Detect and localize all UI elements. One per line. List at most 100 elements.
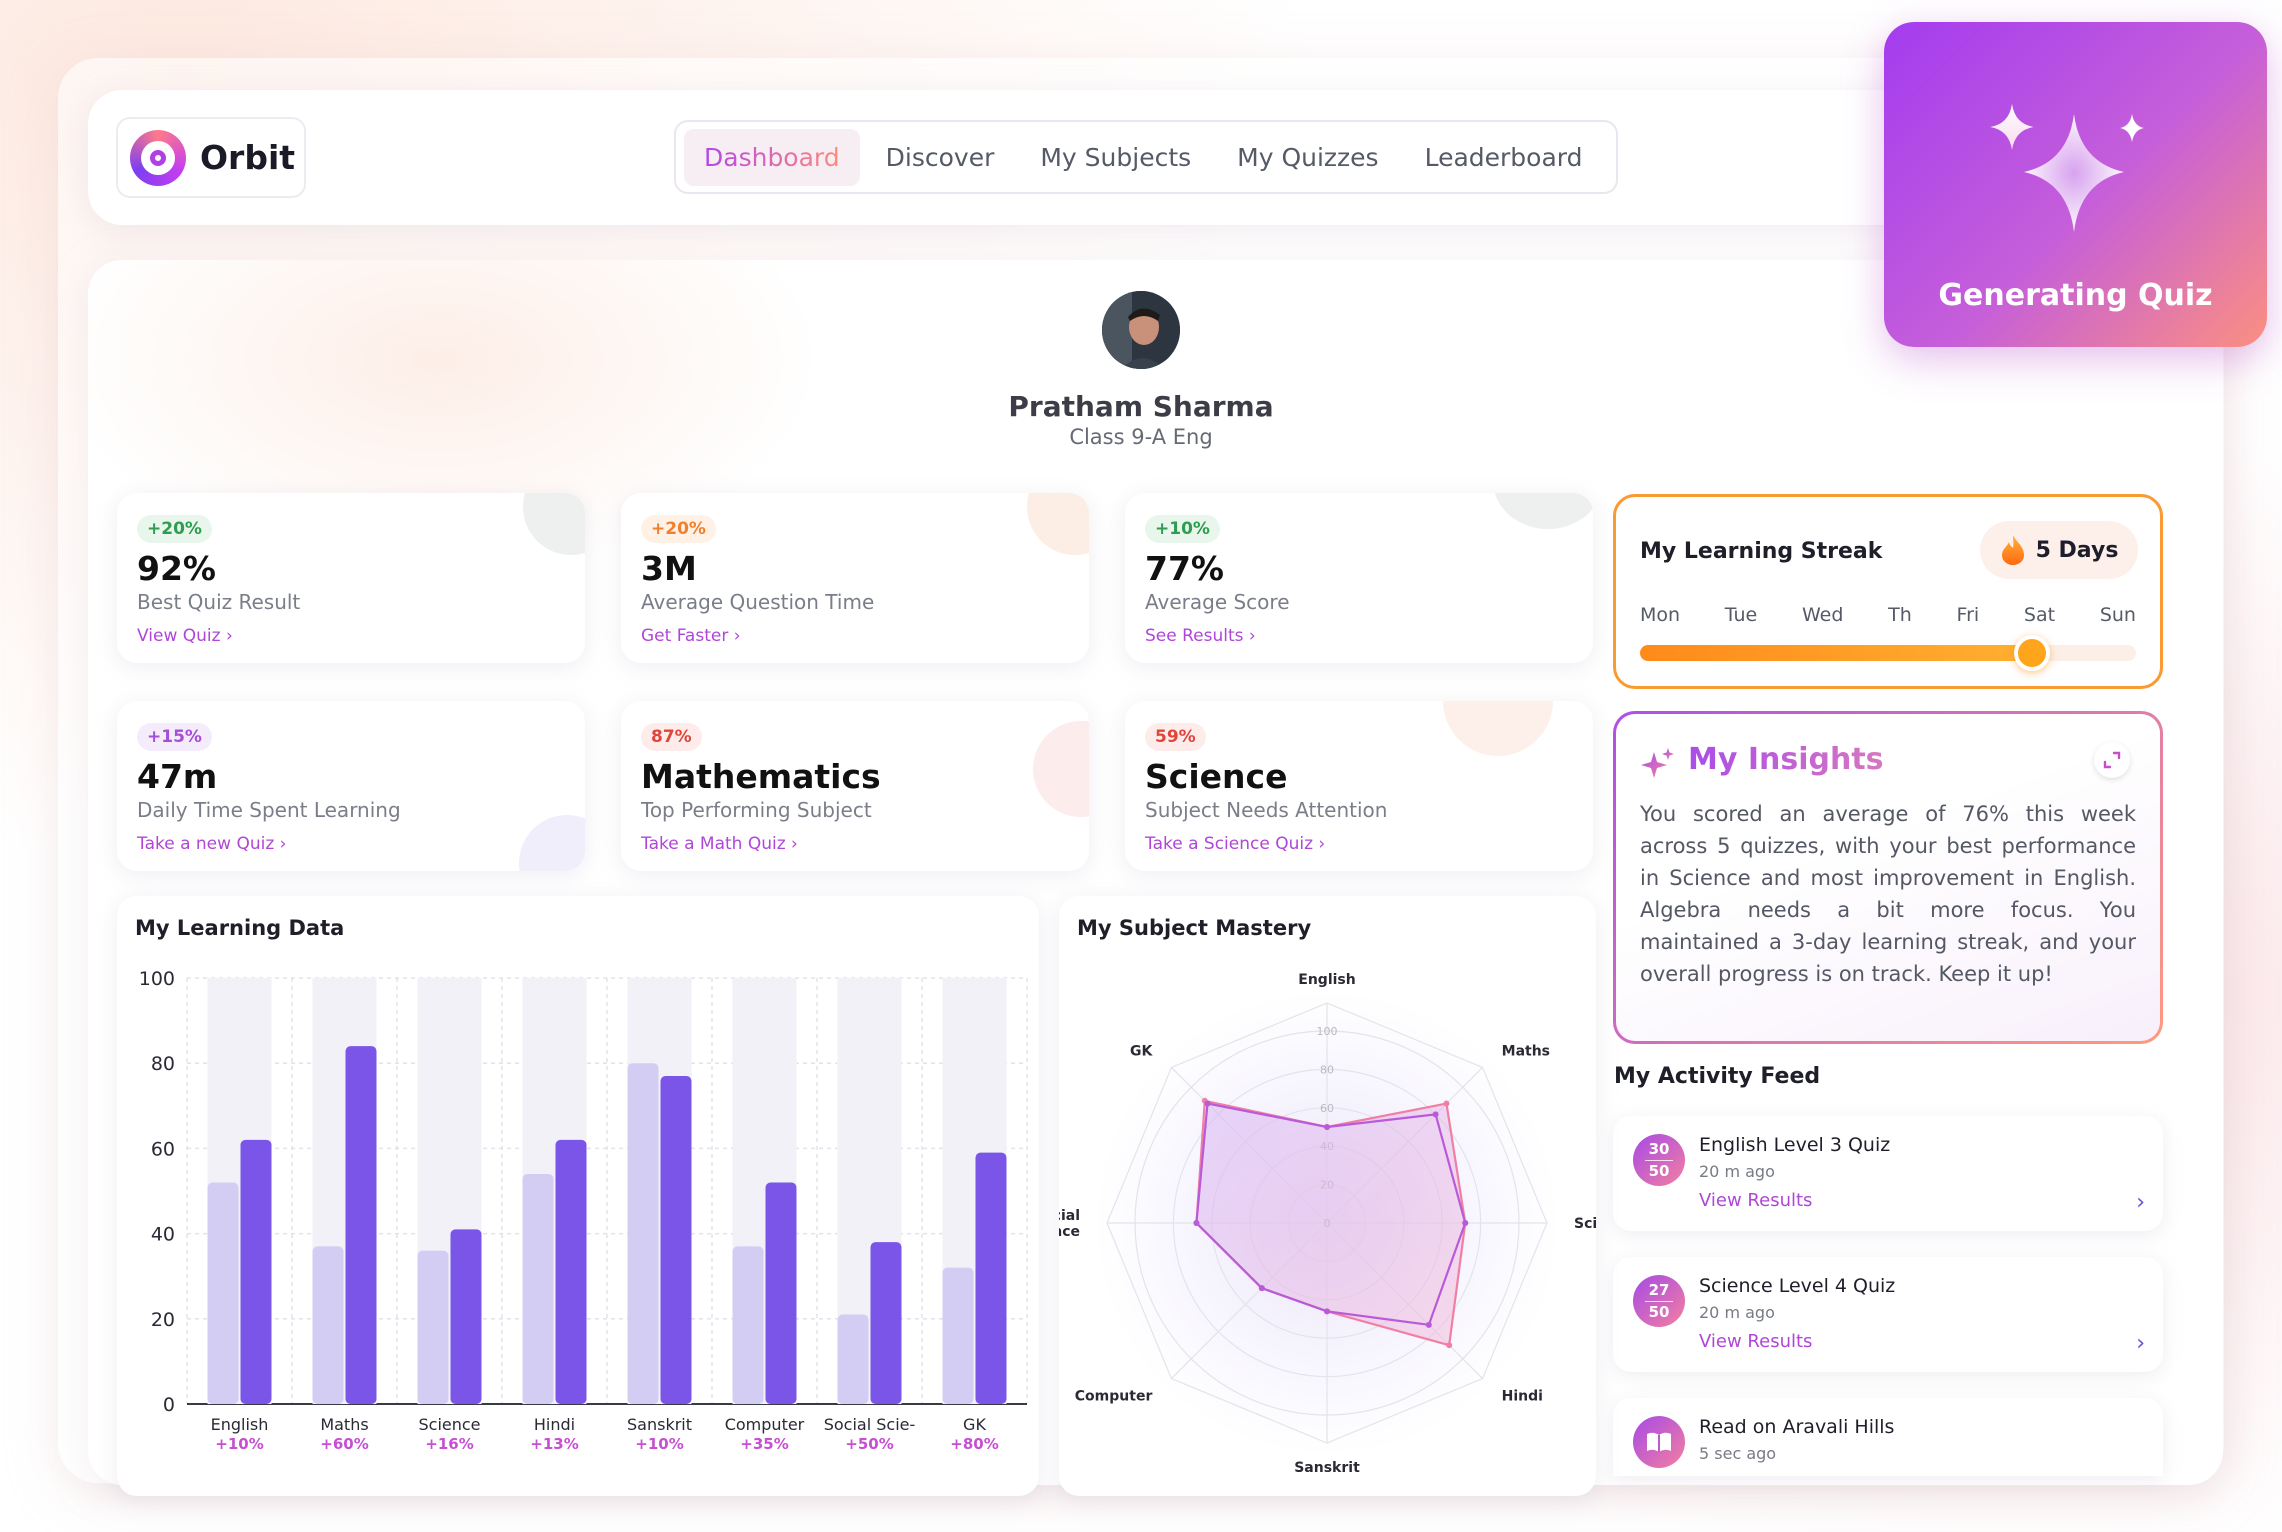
y-tick-label: 100 [139, 968, 175, 990]
take-new-quiz-link[interactable]: Take a new Quiz [137, 834, 565, 854]
streak-slider-handle[interactable] [2013, 635, 2050, 671]
streak-days-badge: 5 Days [1980, 521, 2138, 579]
x-tick-label: English [211, 1415, 269, 1434]
bar[interactable] [240, 1139, 272, 1404]
bar[interactable] [975, 1152, 1007, 1404]
stat-card-daily-time: +15% 47m Daily Time Spent Learning Take … [117, 701, 585, 871]
activity-title: Read on Aravali Hills [1699, 1416, 1895, 1438]
radar-point[interactable] [1443, 1100, 1450, 1107]
activity-item[interactable]: Read on Aravali Hills 5 sec ago [1613, 1398, 2163, 1476]
weekday-label: Mon [1640, 604, 1681, 626]
x-tick-label: Science [418, 1415, 480, 1434]
radar-tick-label: 80 [1320, 1063, 1334, 1076]
bar[interactable] [660, 1075, 692, 1404]
x-tick-label: GK [963, 1415, 986, 1434]
radar-point[interactable] [1193, 1220, 1200, 1226]
chevron-right-icon[interactable]: › [2136, 1190, 2145, 1215]
bar[interactable] [555, 1139, 587, 1404]
activity-time: 5 sec ago [1699, 1444, 1777, 1463]
stat-value: 77% [1145, 549, 1224, 588]
profile-name: Pratham Sharma [1008, 390, 1274, 423]
expand-button[interactable] [2094, 742, 2130, 778]
stat-value: 92% [137, 549, 216, 588]
weekday-label: Wed [1801, 604, 1844, 626]
bar[interactable] [450, 1229, 482, 1404]
y-tick-label: 60 [151, 1138, 175, 1160]
activity-title: Science Level 4 Quiz [1699, 1275, 1896, 1297]
learning-data-panel: My Learning Data 0 20 40 60 80 100 English +10%… [117, 896, 1039, 1496]
profile-class: Class 9-A Eng [1069, 425, 1213, 449]
radar-point[interactable] [1204, 1100, 1211, 1107]
bar[interactable] [627, 1063, 659, 1404]
radar-axis-label: Maths [1502, 1043, 1550, 1059]
bar[interactable] [522, 1173, 554, 1404]
stat-badge: 59% [1145, 723, 1206, 751]
tab-dashboard[interactable]: Dashboard [684, 128, 860, 186]
radar-point[interactable] [1258, 1285, 1265, 1292]
activity-item[interactable]: 30 50 English Level 3 Quiz 20 m ago View … [1613, 1116, 2163, 1231]
take-math-quiz-link[interactable]: Take a Math Quiz [641, 834, 1069, 854]
insights-text: You scored an average of 76% this week a… [1640, 802, 2136, 986]
radar-point[interactable] [1324, 1308, 1330, 1315]
avatar[interactable] [1102, 291, 1180, 369]
radar-point[interactable] [1425, 1321, 1432, 1328]
radar-point[interactable] [1324, 1124, 1330, 1130]
y-tick-label: 0 [163, 1394, 175, 1416]
generating-quiz-label: Generating Quiz [1938, 278, 2213, 313]
bar[interactable] [837, 1314, 869, 1404]
orbit-logo-icon [130, 129, 186, 186]
tab-my-quizzes[interactable]: My Quizzes [1237, 142, 1379, 172]
bar[interactable] [207, 1182, 239, 1404]
radar-point[interactable] [1432, 1111, 1439, 1118]
activity-item[interactable]: 27 50 Science Level 4 Quiz 20 m ago View … [1613, 1257, 2163, 1372]
activity-feed-title: My Activity Feed [1614, 1064, 1821, 1089]
view-results-link[interactable]: View Results [1699, 1331, 1813, 1352]
radar-tick-label: 100 [1317, 1025, 1338, 1038]
generating-quiz-card[interactable]: Generating Quiz [1884, 22, 2267, 347]
bar[interactable] [732, 1246, 764, 1404]
take-science-quiz-link[interactable]: Take a Science Quiz [1145, 834, 1573, 854]
tab-discover[interactable]: Discover [885, 142, 995, 172]
activity-time: 20 m ago [1699, 1162, 1775, 1181]
x-tick-label: Computer [725, 1415, 805, 1434]
view-quiz-link[interactable]: View Quiz [137, 626, 565, 646]
radar-axis-label: GK [1130, 1043, 1153, 1059]
bar[interactable] [765, 1182, 797, 1404]
radar-point[interactable] [1462, 1220, 1469, 1226]
change-label: +35% [740, 1435, 788, 1453]
tab-leaderboard[interactable]: Leaderboard [1424, 142, 1583, 172]
learning-data-title: My Learning Data [135, 916, 345, 940]
learning-streak-card: My Learning Streak 5 Days Mon Tue Wed Th Fri… [1613, 494, 2163, 689]
insights-title: My Insights [1688, 742, 1884, 777]
quiz-score-icon: 27 50 [1633, 1275, 1685, 1327]
radar-axis-label: Computer [1075, 1389, 1153, 1405]
quiz-score-icon: 30 50 [1633, 1134, 1685, 1186]
weekday-label: Fri [1956, 604, 1980, 626]
bar[interactable] [345, 1046, 377, 1404]
bar[interactable] [870, 1242, 902, 1404]
sparkle-icon [1641, 748, 1674, 778]
nav-tabs: Dashboard Discover My Subjects My Quizze… [674, 120, 1618, 194]
app-logo[interactable]: Orbit [116, 117, 306, 198]
bar[interactable] [417, 1250, 449, 1404]
stat-badge: +15% [137, 723, 212, 751]
bar[interactable] [942, 1267, 974, 1404]
stat-label: Average Question Time [641, 590, 875, 614]
stat-badge: 87% [641, 723, 702, 751]
change-label: +16% [425, 1435, 473, 1453]
see-results-link[interactable]: See Results [1145, 626, 1573, 646]
get-faster-link[interactable]: Get Faster [641, 626, 1069, 646]
stat-badge: +20% [137, 515, 212, 543]
expand-icon [2103, 751, 2121, 769]
streak-track [1640, 635, 2136, 671]
flame-icon [2001, 535, 2024, 565]
chevron-right-icon[interactable]: › [2136, 1331, 2145, 1356]
stat-label: Best Quiz Result [137, 590, 301, 614]
stat-label: Top Performing Subject [641, 798, 872, 822]
view-results-link[interactable]: View Results [1699, 1190, 1813, 1211]
tab-my-subjects[interactable]: My Subjects [1040, 142, 1192, 172]
stat-badge: +10% [1145, 515, 1220, 543]
radar-point[interactable] [1446, 1342, 1453, 1349]
bar[interactable] [312, 1246, 344, 1404]
stat-value: Science [1145, 757, 1288, 796]
